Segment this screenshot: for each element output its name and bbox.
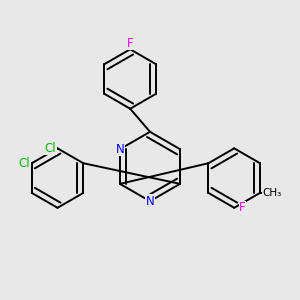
Text: Cl: Cl xyxy=(44,142,56,155)
Text: F: F xyxy=(239,201,246,214)
Text: N: N xyxy=(116,143,124,156)
Text: F: F xyxy=(127,37,134,50)
Text: N: N xyxy=(146,195,154,208)
Text: CH₃: CH₃ xyxy=(262,188,282,198)
Text: Cl: Cl xyxy=(19,157,30,170)
